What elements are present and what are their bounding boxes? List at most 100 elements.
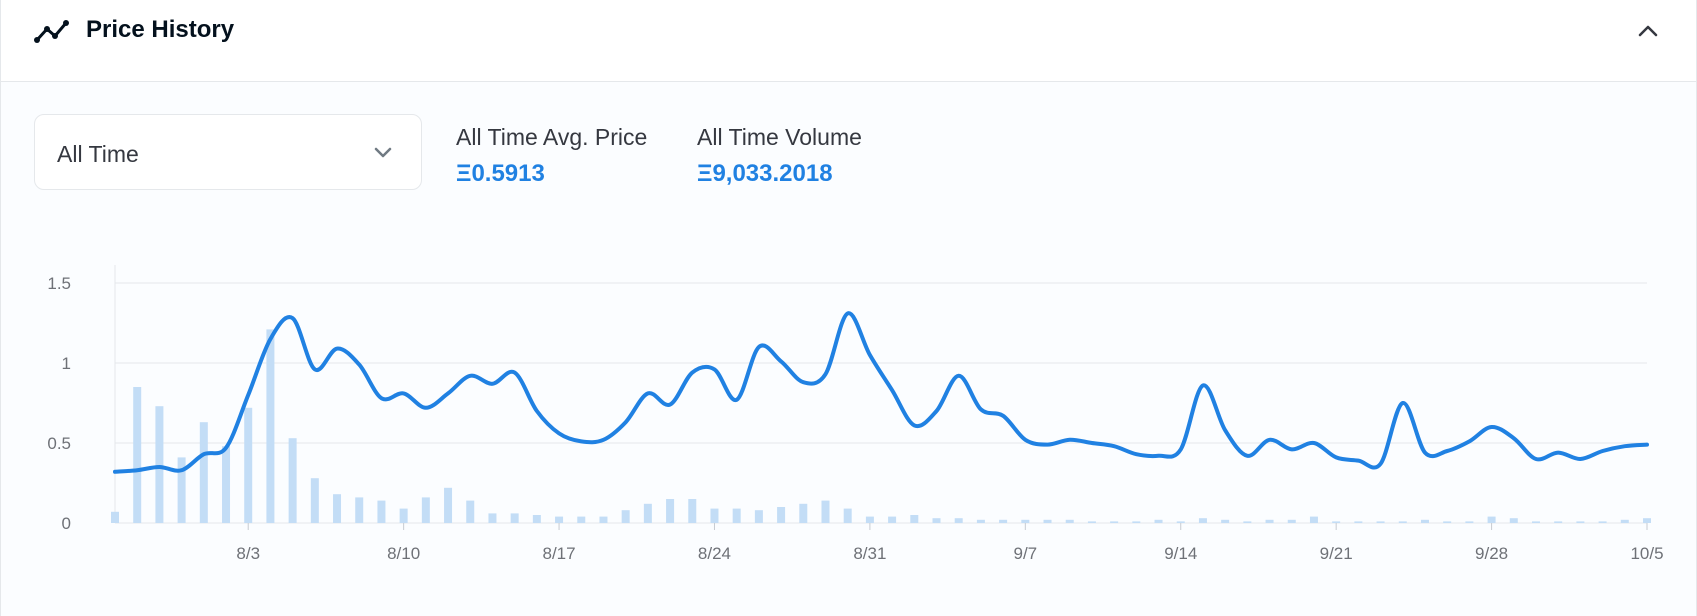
panel-header[interactable]: Price History	[1, 0, 1696, 82]
volume-label: All Time Volume	[697, 124, 862, 150]
volume-bar	[266, 329, 275, 523]
volume-bar	[1509, 518, 1518, 523]
avg-price-value: Ξ0.5913	[456, 160, 545, 187]
volume-bar	[1043, 519, 1052, 523]
volume-bar	[621, 510, 630, 523]
x-tick-label: 8/10	[387, 544, 420, 563]
volume-bar	[177, 457, 186, 523]
volume-bar	[1021, 519, 1030, 523]
panel-title: Price History	[86, 16, 235, 43]
y-tick-label: 0.5	[47, 434, 71, 453]
volume-bar	[421, 497, 430, 523]
volume-bar	[1065, 519, 1074, 523]
x-tick-label: 10/5	[1630, 544, 1663, 563]
y-tick-label: 1	[62, 354, 71, 373]
volume-bar	[1376, 521, 1385, 523]
x-tick-label: 8/17	[543, 544, 576, 563]
chevron-down-icon	[374, 147, 392, 158]
volume-bar	[577, 516, 586, 523]
volume-bar	[1620, 519, 1629, 523]
volume-value: Ξ9,033.2018	[697, 160, 833, 187]
volume-bar	[1176, 521, 1185, 523]
volume-bar	[199, 422, 208, 523]
time-range-value: All Time	[57, 141, 139, 167]
volume-bar	[288, 438, 297, 523]
volume-bar	[1420, 519, 1429, 523]
volume-bar	[865, 516, 874, 523]
time-range-select[interactable]: All Time	[34, 114, 422, 190]
volume-bar	[444, 487, 453, 523]
x-tick-label: 9/7	[1013, 544, 1037, 563]
volume-bar	[1309, 516, 1318, 523]
volume-bar	[821, 500, 830, 523]
volume-bar	[1465, 521, 1474, 523]
volume-bar	[1265, 519, 1274, 523]
volume-stat: All Time Volume Ξ9,033.2018	[697, 124, 862, 188]
volume-bar	[555, 516, 564, 523]
volume-bar	[954, 518, 963, 523]
volume-bar	[910, 515, 919, 523]
volume-bar	[510, 513, 519, 523]
x-tick-label: 8/3	[236, 544, 260, 563]
volume-bar	[333, 494, 342, 523]
y-tick-label: 0	[62, 514, 71, 533]
volume-bar	[1598, 521, 1607, 523]
volume-bar	[843, 508, 852, 523]
volume-bar	[466, 500, 475, 523]
volume-bar	[310, 478, 319, 523]
volume-bar	[932, 518, 941, 523]
chevron-up-icon[interactable]	[1636, 22, 1660, 40]
volume-bar	[1554, 521, 1563, 523]
volume-bar	[1243, 521, 1252, 523]
volume-bar	[1198, 518, 1207, 523]
volume-bar	[355, 497, 364, 523]
volume-bar	[732, 508, 741, 523]
avg-price-line	[113, 311, 1649, 474]
volume-bar	[244, 407, 253, 523]
x-tick-label: 9/14	[1164, 544, 1197, 563]
volume-bar	[1287, 519, 1296, 523]
panel-body: All Time All Time Avg. Price Ξ0.5913 All…	[1, 82, 1696, 616]
volume-bar	[1221, 519, 1230, 523]
volume-bar	[1110, 521, 1119, 523]
volume-bar	[1531, 521, 1540, 523]
volume-bar	[666, 499, 675, 523]
x-tick-label: 9/21	[1320, 544, 1353, 563]
volume-bar	[1154, 519, 1163, 523]
volume-bar	[488, 513, 497, 523]
volume-bar	[777, 507, 786, 523]
volume-bar	[532, 515, 541, 523]
x-tick-label: 8/31	[853, 544, 886, 563]
avg-price-stat: All Time Avg. Price Ξ0.5913	[456, 124, 647, 188]
x-tick-label: 9/28	[1475, 544, 1508, 563]
x-tick-label: 8/24	[698, 544, 731, 563]
volume-bar	[710, 508, 719, 523]
volume-bar	[1643, 518, 1651, 523]
volume-bar	[643, 503, 652, 523]
volume-bar	[599, 516, 608, 523]
volume-bar	[888, 516, 897, 523]
volume-bar	[754, 510, 763, 523]
volume-bar	[1398, 521, 1407, 523]
volume-bar	[688, 499, 697, 523]
volume-bar	[1354, 521, 1363, 523]
volume-bar	[976, 519, 985, 523]
volume-bar	[1576, 521, 1585, 523]
volume-bar	[377, 500, 386, 523]
line-chart-icon	[34, 20, 69, 43]
volume-bar	[1132, 521, 1141, 523]
volume-bar	[1487, 516, 1496, 523]
volume-bar	[1087, 521, 1096, 523]
volume-bar	[111, 511, 119, 523]
volume-bar	[999, 519, 1008, 523]
avg-price-label: All Time Avg. Price	[456, 124, 648, 150]
volume-bar	[1332, 521, 1341, 523]
volume-bar	[799, 503, 808, 523]
volume-bar	[399, 508, 408, 523]
y-tick-label: 1.5	[47, 274, 71, 293]
volume-bar	[155, 406, 164, 523]
volume-bar	[1443, 521, 1452, 523]
volume-bar	[133, 387, 142, 523]
